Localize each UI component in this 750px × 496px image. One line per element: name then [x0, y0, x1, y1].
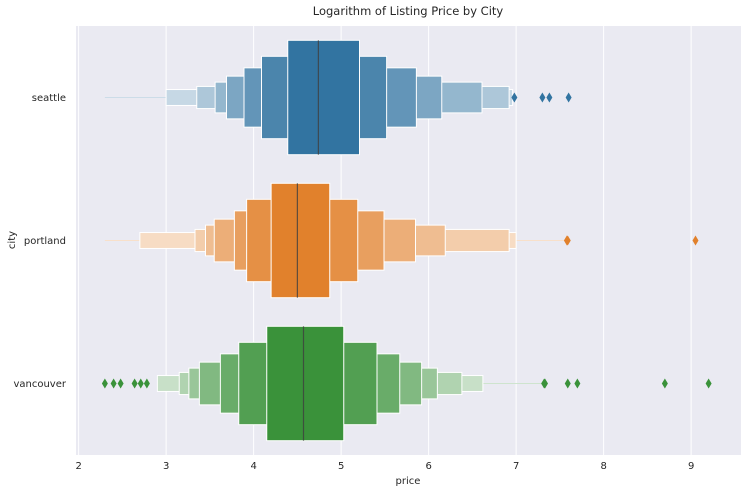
boxen-level-1	[287, 39, 360, 156]
y-tick-label-portland: portland	[24, 236, 66, 247]
x-tick-label: 9	[688, 461, 694, 472]
outlier-point	[143, 378, 150, 389]
outlier-point	[542, 378, 548, 389]
outlier-point	[564, 235, 571, 246]
boxen-level-1	[266, 325, 345, 442]
outlier-point	[137, 378, 144, 389]
series-vancouver	[101, 325, 712, 442]
outlier-point	[511, 92, 518, 103]
outlier-point	[539, 92, 546, 103]
outlier-point	[117, 378, 124, 389]
x-tick-label: 8	[600, 461, 606, 472]
outlier-point	[692, 235, 699, 246]
y-axis-ticks: seattle portland vancouver	[13, 93, 66, 390]
x-tick-label: 3	[163, 461, 169, 472]
chart-title: Logarithm of Listing Price by City	[313, 4, 504, 18]
outlier-point	[101, 378, 108, 389]
x-tick-label: 6	[425, 461, 431, 472]
outlier-point	[564, 378, 571, 389]
outlier-point	[574, 378, 581, 389]
y-tick-label-seattle: seattle	[32, 93, 66, 104]
y-tick-label-vancouver: vancouver	[13, 379, 66, 390]
outlier-point	[110, 378, 117, 389]
x-axis-ticks: 2 3 4 5 6 7 8 9	[75, 461, 694, 472]
series-seattle	[104, 39, 572, 156]
series-portland	[104, 182, 699, 299]
boxen-level-1	[270, 182, 331, 299]
x-tick-label: 2	[75, 461, 81, 472]
outlier-point	[661, 378, 668, 389]
x-tick-label: 4	[250, 461, 256, 472]
x-tick-label: 7	[513, 461, 519, 472]
y-axis-label: city	[7, 231, 18, 249]
outlier-point	[565, 92, 572, 103]
boxen-bodies	[101, 39, 712, 442]
outlier-point	[131, 378, 138, 389]
x-axis-label: price	[396, 476, 421, 487]
outlier-point	[546, 92, 553, 103]
outlier-point	[705, 378, 712, 389]
x-tick-label: 5	[338, 461, 344, 472]
